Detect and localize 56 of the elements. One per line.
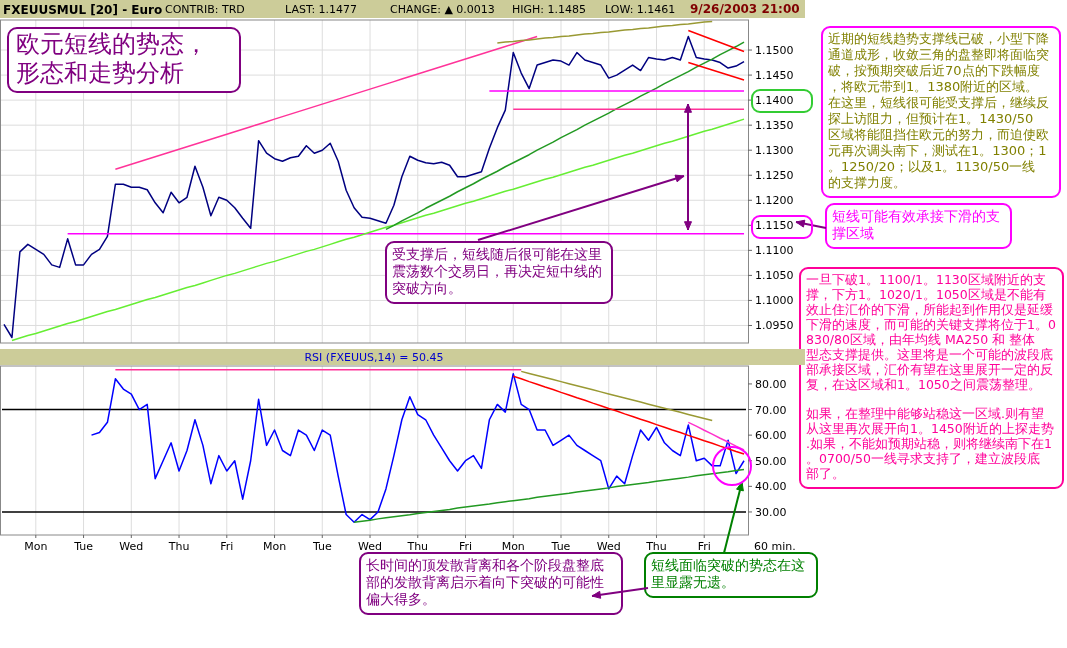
- y-tick-label: 70.00: [755, 403, 787, 417]
- chart-title: RSI (FXEUUS,14) = 50.45: [304, 351, 444, 364]
- x-axis-title: 60 min.: [754, 540, 796, 553]
- y-tick-label: 1.1350: [755, 119, 794, 133]
- x-tick-label: Tue: [311, 540, 332, 553]
- text: LAST: 1.1477: [285, 3, 358, 16]
- x-tick-label: Wed: [596, 540, 621, 553]
- y-tick-label: 40.00: [755, 480, 787, 494]
- x-tick-label: Wed: [119, 540, 144, 553]
- text: LOW: 1.1461: [605, 3, 676, 16]
- x-tick-label: Thu: [406, 540, 429, 553]
- line-series: [520, 370, 713, 422]
- x-tick-label: Tue: [73, 540, 94, 553]
- text: CHANGE: ▲ 0.0013: [390, 3, 495, 16]
- y-tick-label: 1.1250: [755, 169, 794, 183]
- y-tick-label: 1.1400: [755, 94, 794, 108]
- y-tick-label: 1.0950: [755, 319, 794, 333]
- chart-subtitle: FXEUUSMUL [20] - Euro: [3, 3, 163, 17]
- x-tick-label: Fri: [220, 540, 234, 553]
- x-tick-label: Mon: [262, 540, 287, 553]
- y-tick-label: 1.1200: [755, 194, 794, 208]
- y-tick-label: 1.1150: [755, 219, 794, 233]
- y-tick-label: 60.00: [755, 429, 787, 443]
- line-series: [385, 41, 745, 231]
- line-series: [687, 61, 745, 81]
- text: 近期的短线趋势支撑线已破，小型下降通道成形，收敛三角的盘整即将面临突破，按预期突破后近70点的下跌幅度，将欧元带到1。1380附近的区域。在这里，短线很可能受支撑后，继续反探上访阻力，但预计在1。1430/50区域将能阻挡住欧元的努力，而迫使欧元再次调头南下，测试在1。1300；1。1250/20；以及1。1130/50一线的支撑力度。: [828, 31, 1049, 190]
- x-tick-label: Mon: [501, 540, 525, 553]
- y-tick-label: 1.1450: [755, 69, 794, 83]
- annotation: 受支撑后，短线随后很可能在这里震荡数个交易日，再决定短中线的突破方向。: [392, 246, 602, 296]
- y-tick-label: 50.00: [755, 454, 787, 468]
- y-tick-label: 1.1000: [755, 294, 794, 308]
- text: CONTRIB: TRD: [165, 3, 245, 16]
- text: 短线可能有效承接下滑的支撑区域: [832, 208, 1000, 241]
- text: 如果，在整理中能够站稳这一区域.则有望从这里再次展开向1。1450附近的上探走势.如果，不能如预期站稳，则将继续南下在1。0700/50一线寻求支持了，建立波段底部了。: [806, 405, 1054, 481]
- x-tick-label: Mon: [24, 540, 48, 553]
- x-tick-label: Thu: [167, 540, 190, 553]
- x-tick-label: Fri: [458, 540, 473, 553]
- y-tick-label: 1.1500: [755, 44, 794, 58]
- text: 9/26/2003 21:00: [690, 2, 800, 16]
- x-tick-label: Thu: [645, 540, 667, 553]
- y-tick-label: 1.1050: [755, 269, 794, 283]
- x-tick-label: Fri: [697, 540, 711, 553]
- text: HIGH: 1.1485: [512, 3, 587, 16]
- x-tick-label: Wed: [358, 540, 383, 553]
- text: 长时间的顶发散背离和各个阶段盘整底部的发散背离启示着向下突破的可能性偏大得多。: [366, 557, 604, 607]
- text: 欧元短线的势态，形态和走势分析: [16, 30, 208, 87]
- line-series: [496, 20, 713, 44]
- x-tick-label: Tue: [550, 540, 571, 553]
- line-series: [11, 118, 745, 342]
- line-series: [687, 29, 745, 53]
- y-tick-label: 30.00: [755, 505, 787, 519]
- y-tick-label: 1.1300: [755, 144, 794, 158]
- text: 短线面临突破的势态在这里显露无遗。: [651, 557, 805, 590]
- y-tick-label: 80.00: [755, 377, 787, 391]
- y-tick-label: 1.1100: [755, 244, 794, 258]
- text: 一旦下破1。1100/1。1130区域附近的支撑，下方1。1020/1。1050区域是不能有效止住汇价的下滑，所能起到作用仅是延缓下滑的速度，而可能的关键支撑将位于1。0830/80区域，由年均线 MA250 和 整体型态支撑提供。这里将是一个可能的波段底部承接区域，汇价有望在这里展开一定的反复，在这区域和1。1050之间震荡整理。: [806, 271, 1056, 392]
